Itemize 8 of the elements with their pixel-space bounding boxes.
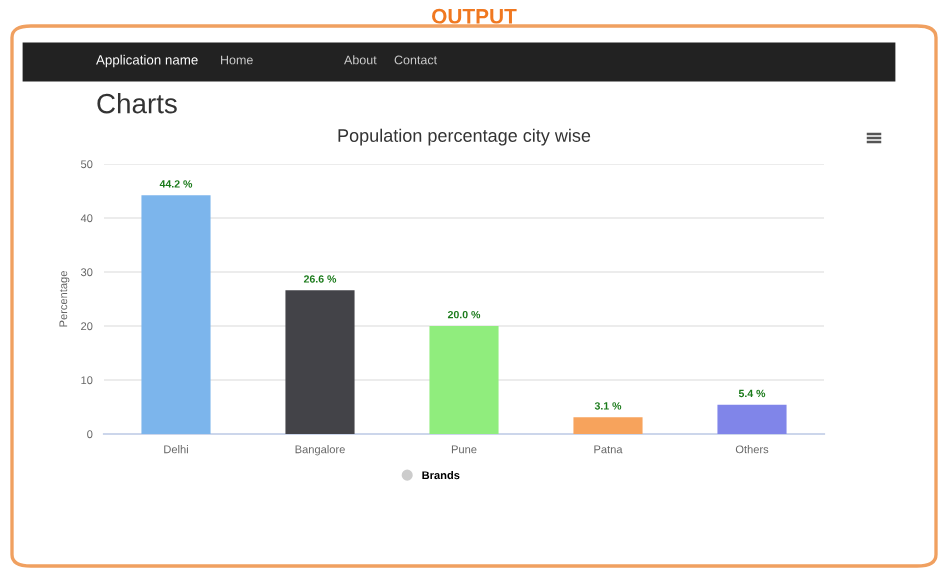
text: OUTPUT xyxy=(432,8,517,24)
chart-title: Population percentage city wise xyxy=(338,128,591,146)
bar xyxy=(141,195,211,434)
bar xyxy=(717,404,787,434)
bar xyxy=(429,326,499,434)
bar xyxy=(285,290,355,434)
text: Charts xyxy=(97,93,177,114)
bar xyxy=(573,417,643,434)
